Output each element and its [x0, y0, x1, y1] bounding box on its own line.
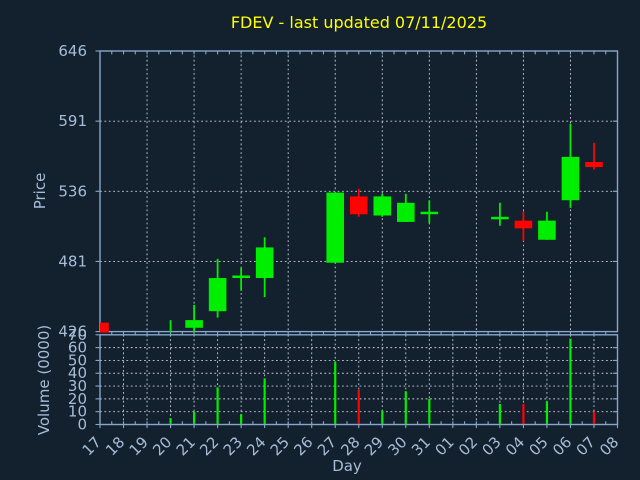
price-tick-label: 426: [58, 323, 87, 341]
candle-23: [232, 267, 250, 291]
price-tick-label: 536: [58, 182, 87, 200]
day-tick-label: 22: [196, 433, 222, 459]
candle-03: [491, 202, 509, 226]
day-tick-label: 25: [267, 433, 293, 459]
candle-28: [349, 188, 368, 217]
day-tick-label: 31: [408, 433, 434, 459]
price-tick-label: 646: [58, 42, 87, 60]
day-tick-label: 21: [173, 433, 199, 459]
candle-31: [420, 200, 439, 224]
day-tick-label: 04: [502, 433, 528, 459]
day-tick-label: 01: [431, 433, 457, 459]
volume-tick-label: 40: [68, 364, 87, 382]
day-tick-label: 07: [573, 433, 599, 459]
candle-29: [373, 193, 392, 217]
candle-20: [169, 320, 172, 333]
candle-07: [585, 142, 603, 170]
day-tick-label: 03: [478, 433, 504, 459]
candle-06: [561, 123, 580, 208]
candle-22: [208, 258, 227, 318]
candle-17: [100, 322, 109, 333]
candle-04: [514, 211, 533, 242]
candle-27: [326, 192, 345, 263]
day-tick-label: 23: [220, 433, 246, 459]
candle-05: [538, 211, 556, 240]
day-tick-label: 28: [337, 433, 363, 459]
axes: [95, 50, 619, 429]
day-tick-label: 27: [314, 433, 340, 459]
day-tick-label: 08: [596, 433, 622, 459]
candle-30: [396, 193, 415, 222]
volume-tick-label: 50: [68, 351, 87, 369]
day-tick-label: 06: [549, 433, 575, 459]
chart-title: FDEV - last updated 07/11/2025: [230, 13, 488, 32]
day-tick-label: 17: [79, 433, 105, 459]
volume-tick-label: 30: [68, 377, 87, 395]
price-tick-label: 481: [58, 252, 87, 270]
candles-group: [100, 123, 603, 333]
candle-24: [255, 237, 274, 298]
day-tick-label: 18: [102, 433, 128, 459]
day-tick-label: 02: [455, 433, 481, 459]
day-tick-label: 05: [526, 433, 552, 459]
day-tick-label: 19: [126, 433, 152, 459]
candle-21: [185, 304, 203, 333]
volume-tick-label: 70: [68, 326, 87, 344]
volume-tick-label: 60: [68, 339, 87, 357]
day-tick-label: 30: [384, 433, 410, 459]
volume-bars-group: [169, 338, 596, 424]
volume-axis-title: Volume (0000): [35, 324, 53, 436]
price-tick-label: 591: [58, 112, 87, 130]
volume-tick-label: 20: [68, 390, 87, 408]
day-tick-label: 20: [149, 433, 175, 459]
price-axis-title: Price: [31, 172, 49, 210]
volume-tick-label: 10: [68, 403, 87, 421]
volume-tick-label: 0: [77, 416, 87, 434]
day-axis-title: Day: [332, 457, 362, 475]
day-tick-label: 24: [243, 433, 269, 459]
day-tick-label: 26: [290, 433, 316, 459]
day-tick-label: 29: [361, 433, 387, 459]
